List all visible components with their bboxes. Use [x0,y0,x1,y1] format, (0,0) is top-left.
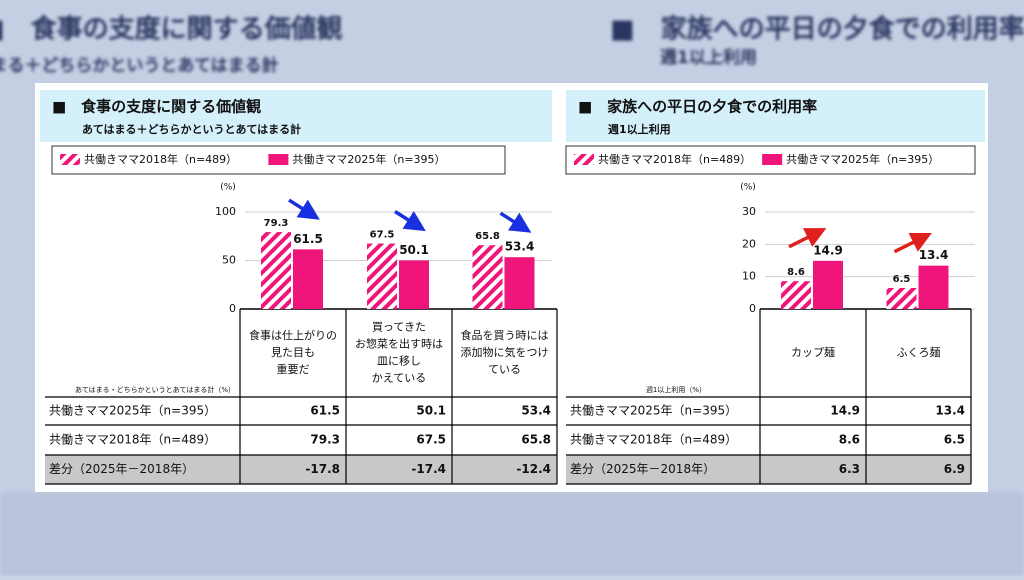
table-note: あてはまる・どちらかというとあてはまる計（%） [75,385,235,394]
row-label: 差分（2025年－2018年） [570,462,715,476]
bar [399,260,429,309]
row-label: 共働きママ2025年（n=395） [570,404,737,418]
table-note: 週1以上利用（%） [646,385,706,394]
y-tick-label: 10 [742,270,756,283]
diff-value: 6.9 [944,462,965,476]
trend-arrow [288,198,320,220]
chart-subtitle: あてはまる＋どちらかというとあてはまる計 [82,122,301,136]
trend-arrow [499,211,532,233]
bg-table [0,492,1024,576]
bar [472,245,503,309]
trend-arrow [394,210,426,232]
table-value: 8.6 [839,433,860,447]
data-label: 50.1 [399,243,429,257]
table-value: 14.9 [830,404,860,418]
category-label: ふくろ麺 [897,346,941,359]
diff-value: 6.3 [839,462,860,476]
chart-title: ■ 食事の支度に関する価値観 [52,98,261,116]
table-value: 50.1 [416,404,446,418]
bar [813,260,843,309]
data-label: 14.9 [813,243,843,257]
trend-arrow [893,232,932,254]
category-label: 買ってきたお惣菜を出す時は皿に移しかえている [355,320,443,384]
y-tick-label: 30 [742,205,756,218]
bar [781,281,811,309]
legend-swatch [60,154,80,165]
diff-value: -12.4 [516,462,551,476]
y-tick-label: 0 [749,302,756,315]
legend-label: 共働きママ2025年（n=395） [292,152,445,166]
table-value: 53.4 [521,404,551,418]
diff-value: -17.4 [411,462,446,476]
data-label: 6.5 [893,274,911,285]
chart-title: ■ 家族への平日の夕食での利用率 [578,98,817,116]
data-label: 67.5 [370,230,395,241]
title-box [40,90,552,142]
bg-subtitle: 週1以上利用 [660,47,757,68]
table-value: 65.8 [521,433,551,447]
diff-row-bg [566,455,971,484]
table-value: 61.5 [310,404,340,418]
legend-label: 共働きママ2018年（n=489） [84,152,237,166]
bar [293,249,323,309]
trend-arrow [788,228,827,249]
row-label: 共働きママ2025年（n=395） [49,404,216,418]
data-label: 61.5 [293,232,323,246]
data-label: 53.4 [505,240,535,254]
bar [261,232,291,309]
y-tick-label: 100 [215,205,236,218]
bar [918,265,949,309]
legend-label: 共働きママ2025年（n=395） [786,152,939,166]
row-label: 差分（2025年－2018年） [49,462,194,476]
table-value: 79.3 [310,433,340,447]
legend-label: 共働きママ2018年（n=489） [598,152,751,166]
y-tick-label: 50 [222,254,236,267]
row-label: 共働きママ2018年（n=489） [570,433,737,447]
data-label: 65.8 [475,231,500,242]
bar [886,287,917,309]
category-label: 食品を買う時には添加物に気をつけている [461,328,549,376]
legend-swatch [762,154,783,165]
diff-row-bg [45,455,557,484]
data-label: 8.6 [787,267,805,278]
table-value: 6.5 [944,433,965,447]
category-label: 食事は仕上がりの見た目も重要だ [249,328,337,376]
y-tick-label: 0 [229,302,236,315]
bar [367,243,397,309]
y-unit: (%) [220,183,236,193]
y-tick-label: 20 [742,237,756,250]
diff-value: -17.8 [305,462,340,476]
bg-title: ■ 家族への平日の夕食での利用率 [610,14,1024,45]
legend-swatch [268,154,289,165]
row-label: 共働きママ2018年（n=489） [49,433,216,447]
title-box [566,90,985,142]
table-value: 13.4 [935,404,965,418]
data-label: 79.3 [264,218,289,229]
bar [504,257,535,309]
chart-subtitle: 週1以上利用 [608,122,671,136]
table-value: 67.5 [416,433,446,447]
bg-subtitle: あてはまる＋どちらかというとあてはまる計 [0,55,279,76]
bg-title: ■ 食事の支度に関する価値観 [0,14,343,45]
y-unit: (%) [740,183,756,193]
legend-swatch [574,154,594,165]
category-label: カップ麺 [791,346,835,359]
data-label: 13.4 [919,248,949,262]
